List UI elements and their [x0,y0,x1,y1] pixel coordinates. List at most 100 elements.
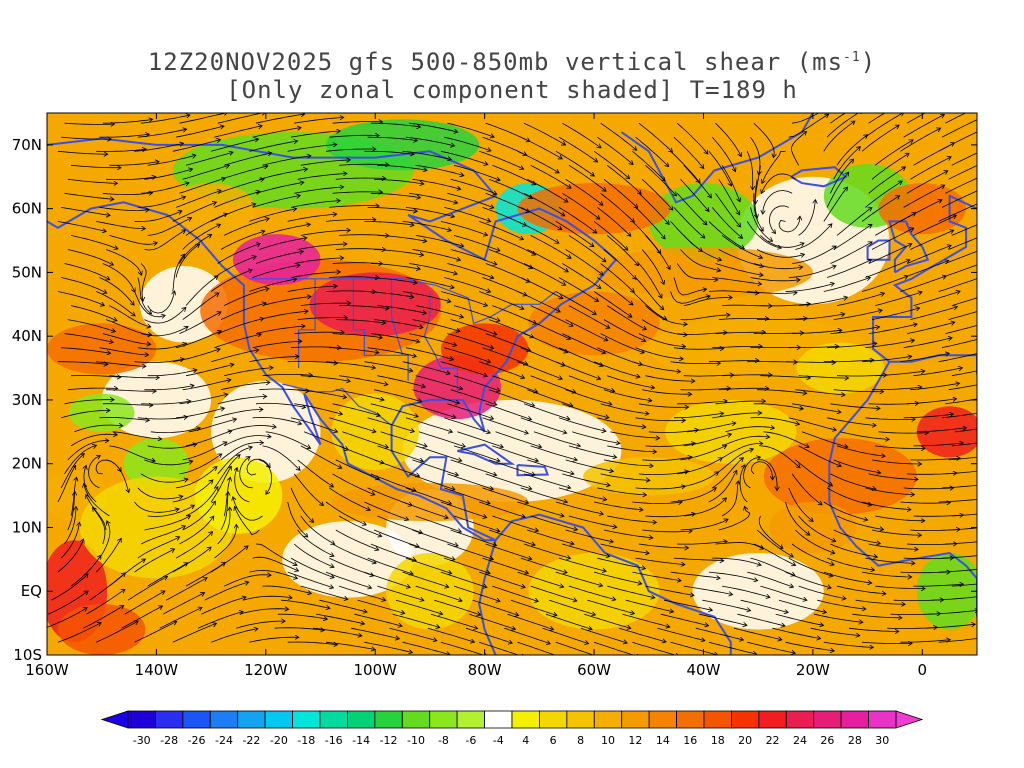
streamline [402,361,450,374]
streamline [938,353,977,363]
streamline [239,457,253,489]
streamline [792,403,840,412]
streamline [210,350,258,363]
streamline [141,263,147,301]
streamline [335,529,378,550]
streamline [121,606,161,629]
streamline [339,164,388,165]
streamline [645,443,695,447]
streamline [925,624,975,629]
colorbar-box [593,710,623,729]
streamline [380,431,427,447]
colorbar-box [868,710,897,729]
streamline [606,305,646,330]
colorbar-box [374,710,403,729]
streamline [294,543,333,567]
streamline [67,441,108,461]
streamline [951,513,977,517]
streamline [124,591,165,615]
map-canvas [47,113,977,655]
streamline [725,427,773,433]
streamline [370,333,419,342]
x-tick-label: 40W [687,661,721,679]
streamline [913,584,963,586]
colorbar-box [648,710,677,729]
streamline [392,613,439,627]
streamline [903,488,953,489]
streamline [642,389,691,395]
streamline [708,290,758,293]
streamline [603,249,636,279]
colorbar-label: 26 [820,734,834,747]
streamline [791,543,833,565]
streamline [680,315,730,321]
streamline [945,177,977,194]
streamline [479,291,523,309]
streamline [332,473,374,495]
streamline [64,400,114,405]
streamline [74,425,122,433]
colorbar-box [182,710,211,729]
streamline [871,308,919,320]
streamline [875,292,921,306]
streamline [440,221,487,235]
colorbar-label: -14 [352,734,370,747]
streamline [281,599,329,608]
streamline [217,244,260,264]
streamline [479,361,524,378]
streamline [370,122,420,127]
streamline [708,571,757,580]
streamline [86,590,124,615]
streamline [402,641,450,654]
shear-map: 160W 140W 120W 100W 80W 60W 40W 20W 0 10S EQ 10N 20… [12,112,978,679]
streamline [708,221,744,248]
streamline [440,150,487,164]
shading-patch [796,342,884,394]
streamline [638,122,672,151]
streamline [743,457,760,489]
streamline [587,599,634,613]
streamline [734,627,781,639]
streamline [517,641,563,655]
streamline [865,418,914,420]
streamline [670,571,720,578]
streamline [753,122,774,157]
colorbar-label: 10 [601,734,615,747]
streamline [492,375,537,392]
streamline [562,122,600,147]
colorbar-box [539,710,568,729]
streamline [300,160,350,166]
streamline [141,115,189,124]
coastline [457,443,516,465]
streamline [453,515,499,531]
streamline [788,115,828,138]
streamline [833,310,882,320]
streamline [760,445,799,467]
y-tick-label: 70N [12,136,42,154]
streamline [533,431,580,446]
streamline [664,599,712,610]
streamline [255,326,304,334]
streamline [530,235,571,258]
streamline [479,221,523,239]
streamline [60,454,83,489]
streamline [712,557,760,565]
streamline [182,165,229,180]
streamline [415,375,462,389]
streamline [210,139,258,152]
streamline [555,641,601,655]
streamline [593,291,631,317]
streamline [951,297,977,306]
streamline [632,641,678,655]
streamline [762,150,786,182]
streamline [402,221,451,230]
streamline [945,325,977,334]
streamline [235,507,260,536]
streamline [144,230,184,251]
streamline [377,235,426,241]
streamline [364,150,413,154]
streamline [913,292,960,306]
streamline [182,502,215,531]
streamline [134,622,177,643]
streamline [670,641,718,655]
